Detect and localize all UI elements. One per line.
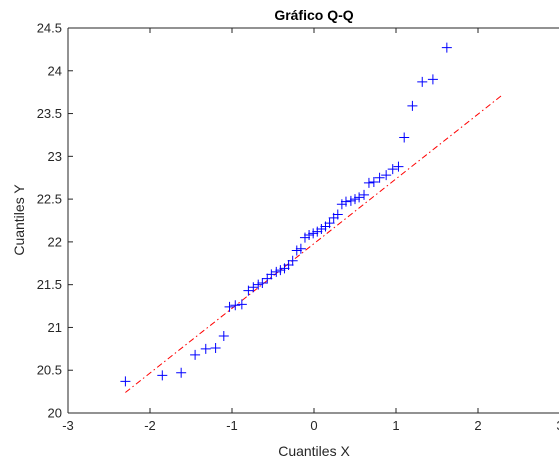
data-point [299,232,310,243]
data-point [407,100,418,111]
x-tick-label: 1 [392,418,399,433]
data-point [224,301,235,312]
data-point [190,349,201,360]
y-tick-label: 20.5 [37,363,62,378]
data-point [230,300,241,311]
data-point [312,226,323,237]
data-point [441,42,452,53]
y-tick-label: 24.5 [37,21,62,36]
data-point [295,243,306,254]
data-point [332,209,343,220]
y-tick-label: 24 [48,63,62,78]
data-point [336,199,347,210]
data-point [427,74,438,85]
data-point [363,177,374,188]
data-point [308,228,319,239]
reference-line [125,94,503,393]
data-point [176,367,187,378]
data-point [324,218,335,229]
chart-title: Gráfico Q-Q [274,7,353,23]
data-point [350,194,360,205]
data-point [304,230,315,241]
x-tick-label: 0 [310,418,317,433]
y-tick-label: 23.5 [37,106,62,121]
data-point [374,172,385,183]
data-point [200,343,211,354]
data-point [253,279,264,290]
data-point [266,269,277,280]
data-point [417,76,428,87]
data-point [387,164,398,175]
data-point [275,265,286,276]
data-point [236,299,247,310]
data-point [368,177,379,187]
data-point [287,255,298,266]
x-tick-label: -1 [226,418,238,433]
y-axis-label: Cuantiles Y [11,184,27,256]
data-point [291,245,302,256]
data-point [262,273,273,284]
y-tick-label: 21 [48,320,62,335]
y-tick-label: 22 [48,234,62,249]
data-point [120,376,131,387]
x-axis-label: Cuantiles X [278,443,350,459]
data-point [210,342,221,353]
data-point [271,266,282,277]
data-point [316,224,327,235]
data-point [399,132,410,143]
data-point [283,259,294,270]
x-tick-label: -3 [62,418,74,433]
x-tick-label: -2 [144,418,156,433]
data-point [354,192,365,203]
y-tick-label: 23 [48,149,62,164]
data-point [345,195,356,206]
data-point [248,282,259,293]
data-point [340,196,351,207]
data-point [157,370,168,381]
data-point [393,161,404,172]
y-tick-label: 21.5 [37,277,62,292]
data-point [381,170,392,181]
y-tick-label: 20 [48,406,62,421]
x-tick-label: 2 [474,418,481,433]
data-point [359,189,370,200]
y-tick-label: 22.5 [37,192,62,207]
data-point [257,277,268,288]
x-tick-label: 3 [556,418,559,433]
data-point [218,331,229,341]
